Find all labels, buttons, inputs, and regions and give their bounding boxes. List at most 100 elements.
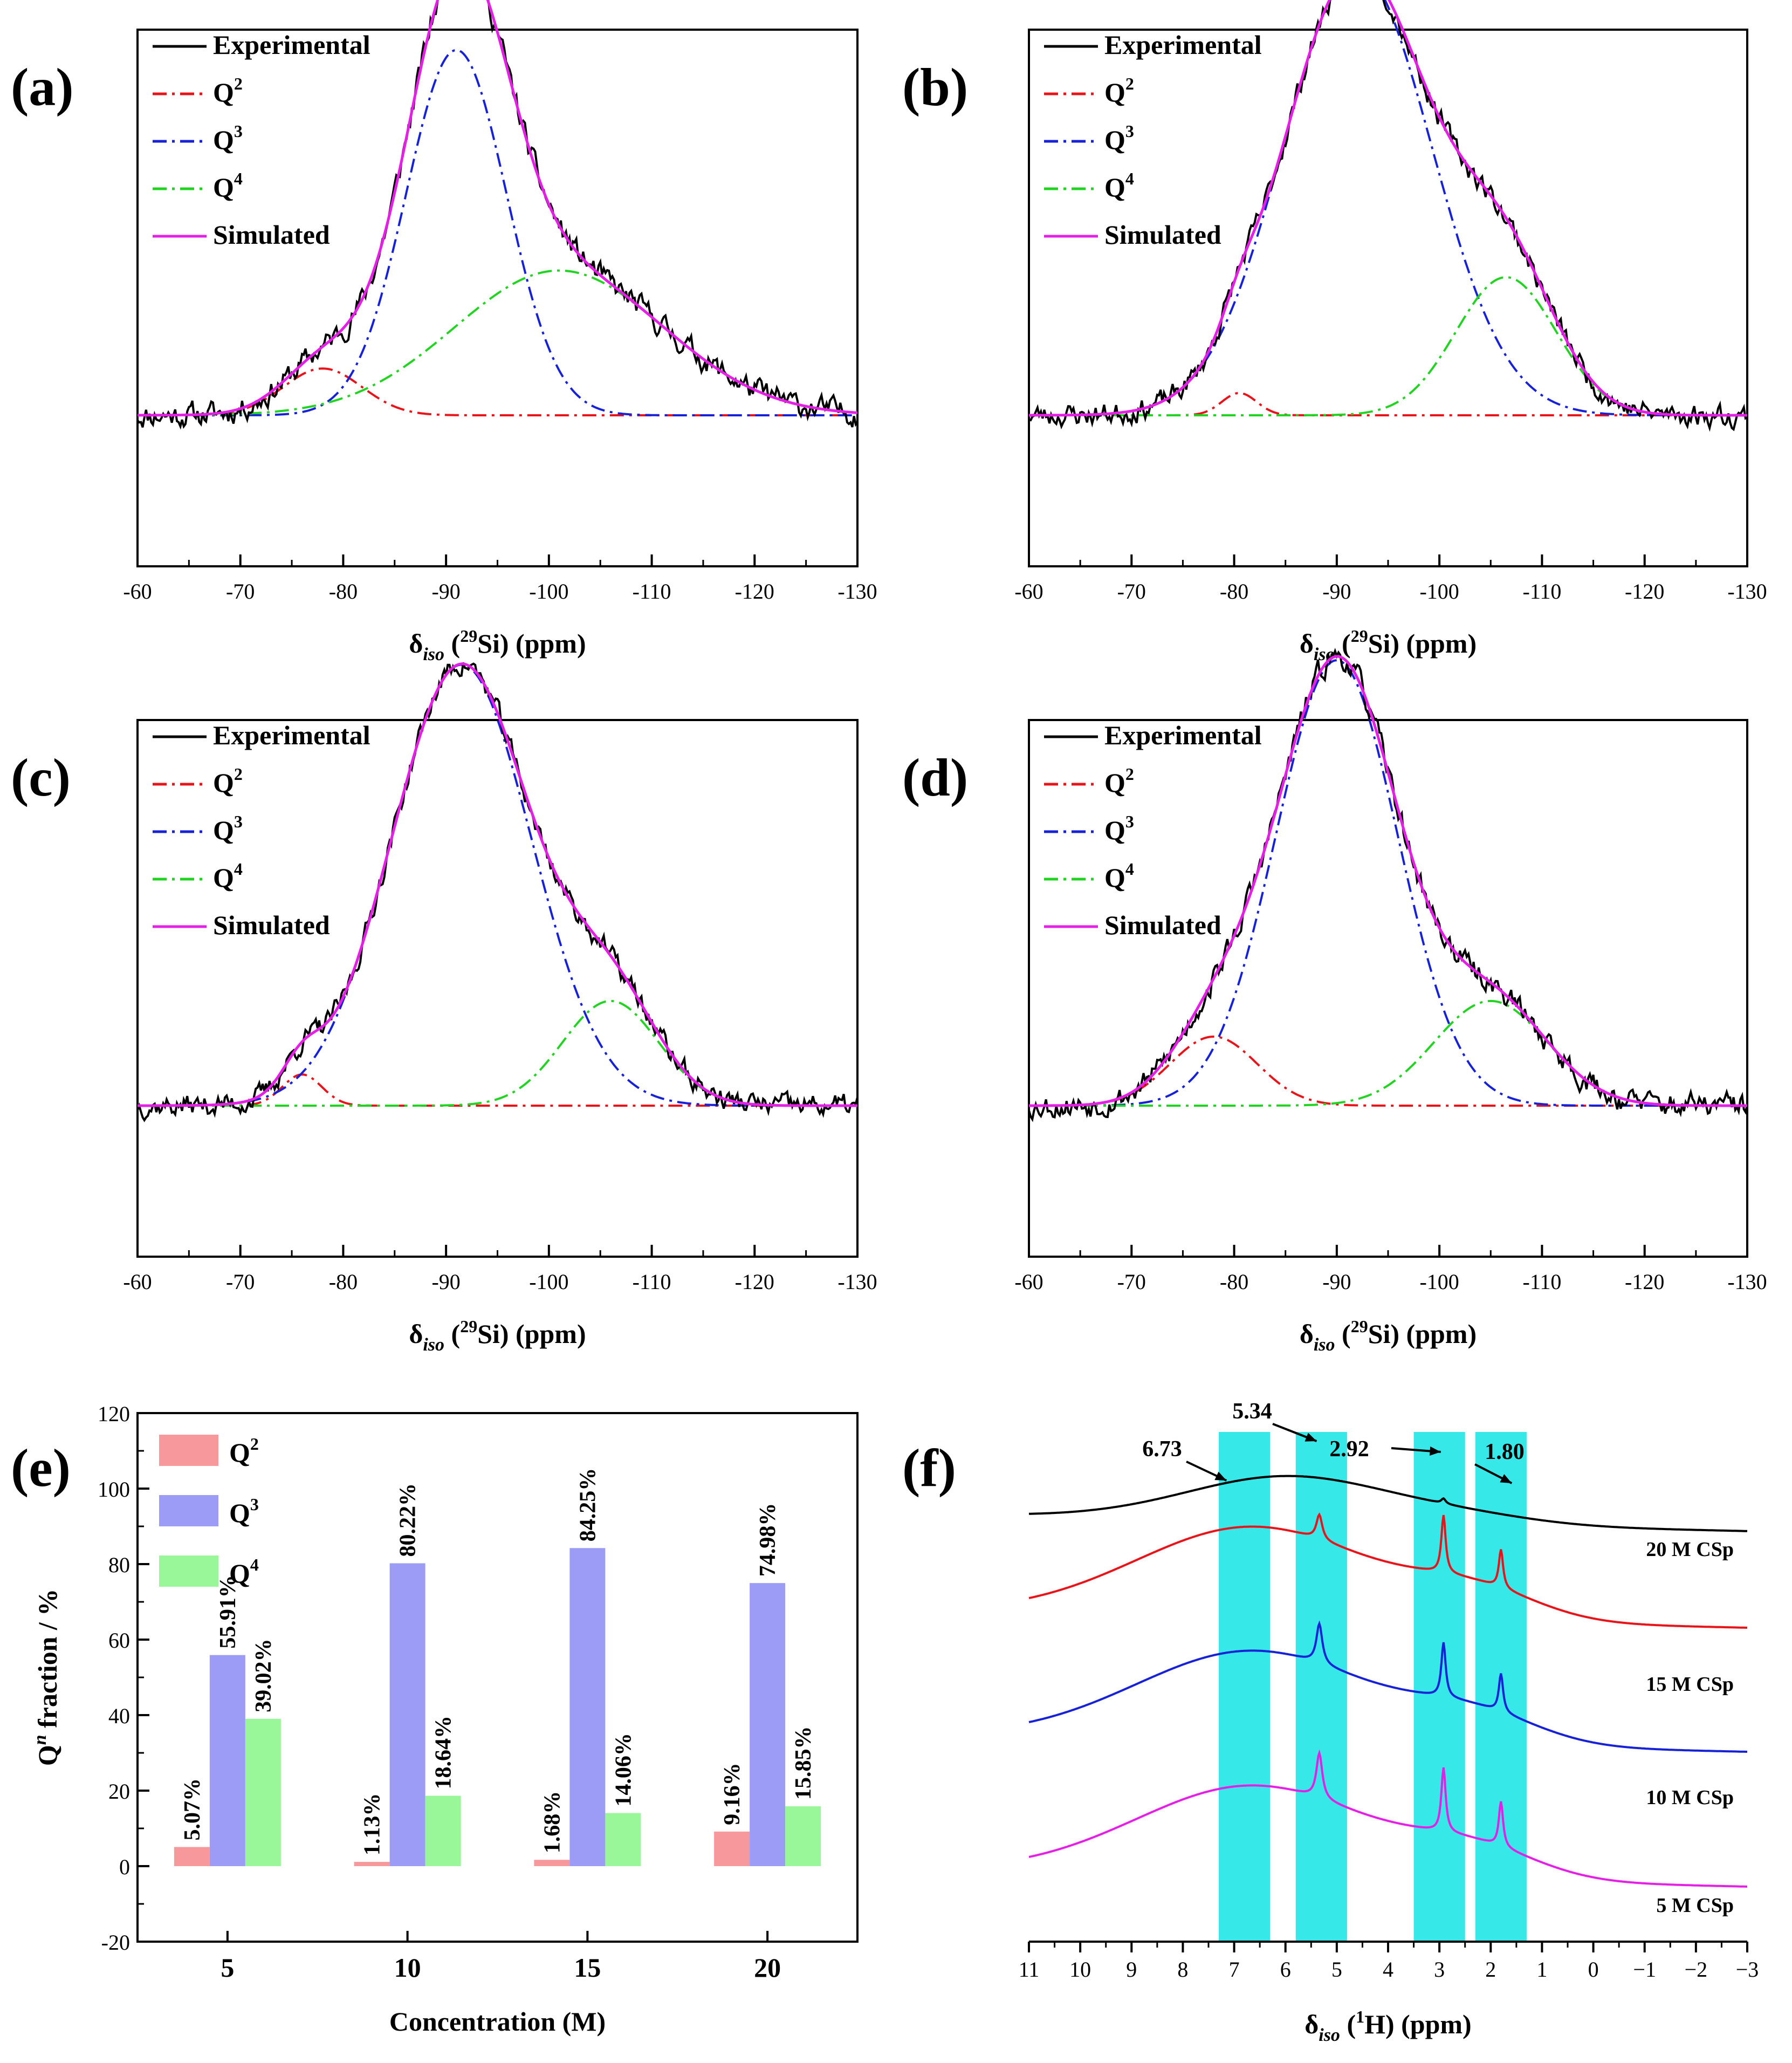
peak-label: 6.73	[1142, 1437, 1182, 1462]
x-tick-label: 7	[1229, 1957, 1240, 1982]
series-q3-curve	[138, 663, 857, 1107]
bar-data-label: 9.16%	[720, 1763, 745, 1825]
simulated-curve	[138, 0, 858, 417]
x-tick-label: 9	[1126, 1957, 1137, 1982]
x-tick-label: 6	[1280, 1957, 1291, 1982]
series-q4-curve	[1029, 276, 1747, 416]
bar-q2	[534, 1860, 570, 1866]
highlight-band	[1413, 1432, 1465, 1942]
x-tick-label: 0	[1588, 1957, 1599, 1982]
x-tick-label: -110	[1523, 579, 1562, 604]
highlight-band	[1219, 1432, 1271, 1942]
bar-q2	[174, 1847, 210, 1866]
bar-data-label: 1.13%	[360, 1793, 385, 1856]
x-axis-title-rest: Si) (ppm)	[1368, 1319, 1477, 1349]
bar-data-label: 18.64%	[431, 1716, 456, 1790]
experimental-curve	[136, 0, 859, 430]
bar-data-label: 15.85%	[791, 1726, 816, 1800]
legend-label-text: Q	[213, 862, 234, 893]
legend-swatch	[159, 1555, 218, 1587]
y-tick-label: 80	[108, 1553, 130, 1577]
x-axis-title-open: (	[1340, 2009, 1356, 2039]
x-tick-label: 3	[1434, 1957, 1445, 1982]
panel-d: -60 -70 -80 -90 -100 -110 -120 -130 δiso (29Si) …	[902, 648, 1767, 1355]
legend-label-sup: 4	[250, 1555, 259, 1574]
legend-label: Q2	[213, 764, 243, 798]
series-q3-curve	[138, 49, 857, 416]
x-tick-label: −3	[1736, 1957, 1759, 1982]
x-tick-label: -100	[529, 1270, 568, 1294]
legend-label: Q3	[213, 121, 243, 155]
simulated-curve	[1029, 655, 1747, 1107]
x-tick-label: -80	[329, 579, 358, 604]
x-axis-title-sub: iso	[423, 645, 444, 664]
y-tick-label: 100	[98, 1477, 130, 1502]
peak-arrowhead	[1429, 1446, 1441, 1456]
bar-q2	[354, 1862, 390, 1866]
legend-label-text: Simulated	[1104, 220, 1221, 250]
x-axis-title-sup: 29	[1351, 1317, 1368, 1336]
legend-label: Q2	[1104, 74, 1134, 107]
legend-label: Simulated	[213, 220, 330, 250]
legend-label-text: Simulated	[213, 910, 330, 940]
x-tick-label: -120	[735, 1270, 774, 1294]
series-q3-curve	[1029, 659, 1747, 1107]
legend-label-text: Q	[1104, 815, 1125, 845]
x-axis-title-open: (	[444, 1319, 460, 1349]
legend-label: Q2	[1104, 764, 1134, 798]
legend-label-sup: 4	[1125, 169, 1134, 188]
x-tick-label: -100	[1419, 1270, 1459, 1294]
panel-e: 5.07% 55.91% 39.02% 5 1.13% 80.22% 18.64% 10 1.6…	[11, 1402, 859, 2037]
bar-data-label: 84.25%	[575, 1468, 600, 1542]
x-tick-label: -60	[1014, 579, 1043, 604]
y-tick-label: 20	[108, 1779, 130, 1804]
legend-label-text: Q	[1104, 125, 1125, 155]
legend-label-text: Experimental	[1104, 720, 1262, 750]
legend-label: Q4	[213, 859, 243, 893]
legend-swatch	[159, 1435, 218, 1466]
legend-label: Q3	[1104, 812, 1134, 845]
x-axis-title-delta: δ	[1300, 1319, 1314, 1349]
legend-label-text: Q	[1104, 172, 1125, 202]
x-tick-label: -100	[1419, 579, 1459, 604]
y-tick-label: 120	[98, 1402, 130, 1426]
x-tick-label: -130	[837, 1270, 877, 1294]
legend-label-sup: 2	[1125, 764, 1134, 784]
panel-label: (c)	[11, 748, 71, 807]
legend-label-text: Simulated	[1104, 910, 1221, 940]
plot-frame	[136, 719, 859, 1258]
peak-label: 1.80	[1485, 1440, 1525, 1464]
series-q2-curve	[138, 1073, 857, 1107]
legend-label-sup: 4	[234, 859, 243, 879]
x-tick-label: -90	[1322, 579, 1351, 604]
bar-data-label: 5.07%	[180, 1778, 205, 1841]
legend-label-sup: 4	[1125, 859, 1134, 879]
trace-label: 20 M CSp	[1646, 1538, 1734, 1561]
x-tick-label: -130	[837, 579, 877, 604]
legend-label-text: Q	[213, 77, 234, 107]
x-tick-label: -130	[1727, 1270, 1767, 1294]
x-tick-label: 20	[754, 1952, 781, 1983]
plot-frame	[1028, 29, 1748, 567]
x-axis-title-open: (	[444, 628, 460, 659]
trace-line	[1028, 1512, 1747, 1629]
x-tick-label: -70	[1117, 1270, 1146, 1294]
x-tick-label: -60	[123, 1270, 152, 1294]
legend-label: Q4	[213, 169, 243, 202]
plot-frame	[136, 29, 859, 567]
x-tick-label: −1	[1633, 1957, 1656, 1982]
legend-label-text: Experimental	[213, 720, 370, 750]
legend-label: Experimental	[1104, 30, 1262, 60]
x-axis-title: δiso (29Si) (ppm)	[1300, 626, 1477, 664]
legend-label-text: Q	[213, 125, 234, 155]
x-axis-title-delta: δ	[1304, 2009, 1319, 2039]
x-axis-title-rest: Si) (ppm)	[477, 628, 586, 659]
x-tick-label: 11	[1019, 1957, 1040, 1982]
x-tick-label: 1	[1536, 1957, 1547, 1982]
legend-label: Q4	[1104, 859, 1134, 893]
legend-label-sup: 4	[234, 169, 243, 188]
panel-label: (b)	[902, 57, 968, 117]
bar-q3	[209, 1655, 245, 1866]
x-tick-label: 8	[1177, 1957, 1188, 1982]
